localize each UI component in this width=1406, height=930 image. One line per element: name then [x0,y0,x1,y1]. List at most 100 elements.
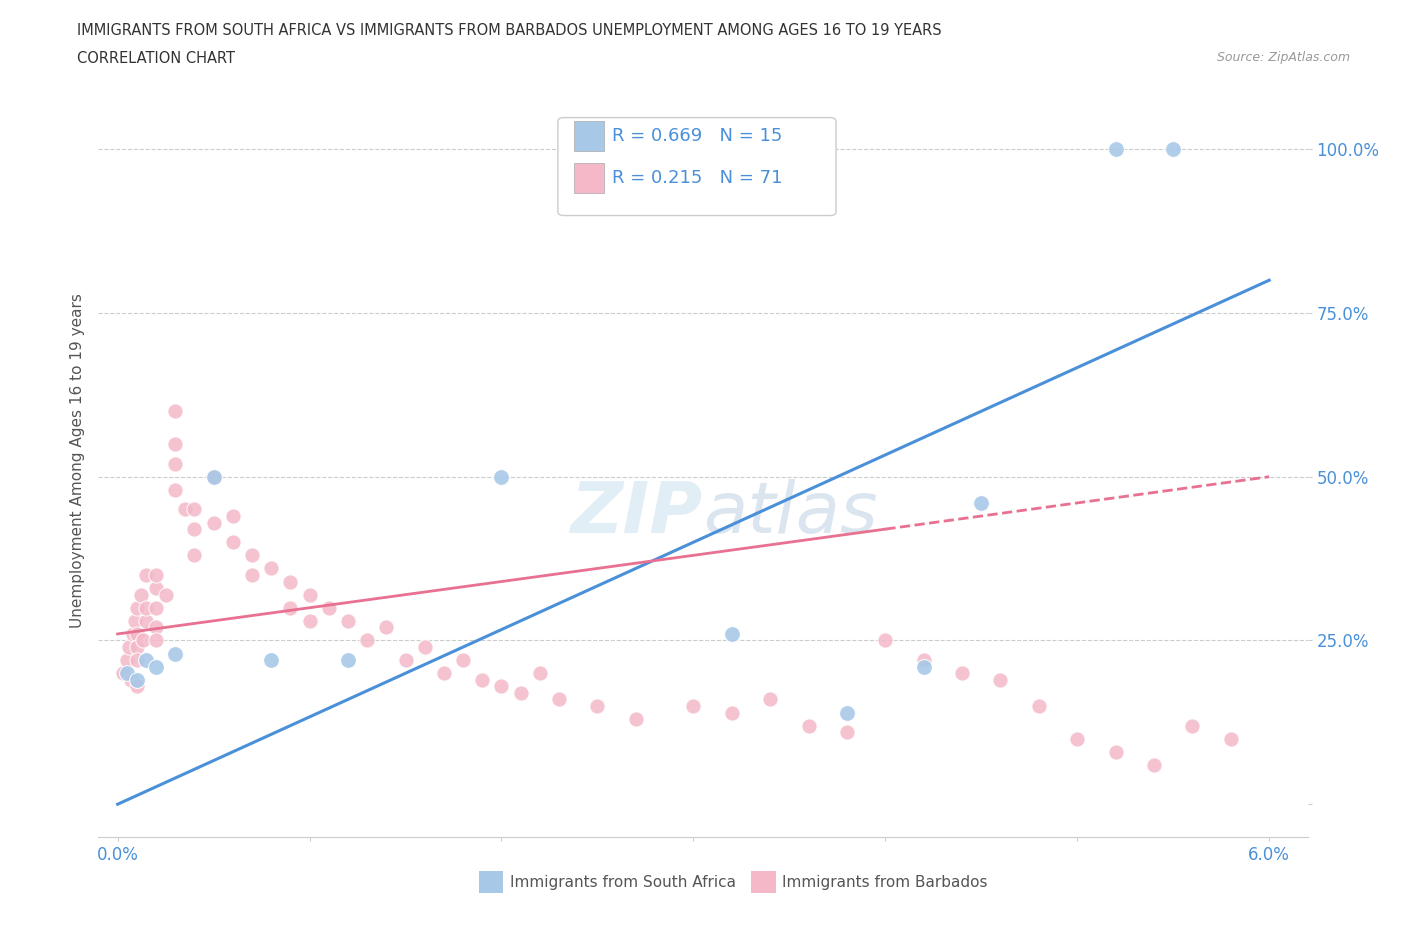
Text: Source: ZipAtlas.com: Source: ZipAtlas.com [1216,51,1350,64]
Point [240,567,263,582]
Point [240,548,263,563]
Point [165,646,187,661]
Point [394,653,416,668]
Point [950,666,973,681]
Point [165,483,187,498]
Point [797,718,820,733]
Point [875,633,897,648]
Point [165,436,187,451]
Point [298,614,321,629]
Point [118,640,141,655]
Point [124,614,146,629]
Point [165,404,187,418]
Text: atlas: atlas [703,479,877,548]
Point [145,620,167,635]
Point [120,672,142,687]
Point [112,666,135,681]
Point [529,666,551,681]
Point [548,692,571,707]
Point [135,653,157,668]
Point [1104,141,1126,156]
Point [145,567,167,582]
Point [131,633,153,648]
Point [912,653,935,668]
Point [222,509,245,524]
Text: IMMIGRANTS FROM SOUTH AFRICA VS IMMIGRANTS FROM BARBADOS UNEMPLOYMENT AMONG AGES: IMMIGRANTS FROM SOUTH AFRICA VS IMMIGRAN… [77,23,942,38]
Point [260,561,283,576]
Point [202,470,225,485]
Bar [574,163,603,193]
Text: R = 0.669   N = 15: R = 0.669 N = 15 [613,127,783,145]
Point [1104,744,1126,759]
Point [202,515,225,530]
Text: ZIP: ZIP [571,479,703,548]
Point [165,457,187,472]
Point [260,653,283,668]
Point [129,587,152,602]
Point [720,705,742,720]
Point [1028,698,1050,713]
Point [125,653,148,668]
Point [1066,731,1088,746]
Point [115,653,138,668]
Point [145,633,167,648]
Point [145,600,167,615]
Point [173,502,195,517]
Point [491,470,513,485]
Point [375,620,398,635]
Point [1143,758,1166,773]
Point [970,496,993,511]
Bar [574,121,603,152]
Point [1161,141,1184,156]
Point [586,698,609,713]
Point [202,470,225,485]
Point [835,724,858,739]
Point [759,692,782,707]
Point [183,502,205,517]
Point [145,580,167,595]
Point [835,705,858,720]
Point [682,698,704,713]
Point [1219,731,1241,746]
FancyBboxPatch shape [558,117,837,216]
Text: CORRELATION CHART: CORRELATION CHART [77,51,235,66]
Y-axis label: Unemployment Among Ages 16 to 19 years: Unemployment Among Ages 16 to 19 years [69,293,84,628]
Point [125,672,148,687]
Bar [751,870,776,894]
Text: R = 0.215   N = 71: R = 0.215 N = 71 [613,169,783,187]
Point [298,587,321,602]
Point [990,672,1012,687]
Point [155,587,177,602]
Point [145,659,167,674]
Point [509,685,531,700]
Text: Immigrants from Barbados: Immigrants from Barbados [782,875,987,890]
Point [624,711,647,726]
Point [125,679,148,694]
Point [135,567,157,582]
Point [356,633,378,648]
Point [125,627,148,642]
Point [336,614,359,629]
Point [451,653,474,668]
Point [183,548,205,563]
Point [280,574,302,589]
Point [222,535,245,550]
Point [413,640,436,655]
Point [336,653,359,668]
Point [491,679,513,694]
Point [1181,718,1204,733]
Text: Immigrants from South Africa: Immigrants from South Africa [509,875,735,890]
Point [280,600,302,615]
Point [912,659,935,674]
Point [125,640,148,655]
Point [135,600,157,615]
Point [720,627,742,642]
Point [115,666,138,681]
Point [471,672,494,687]
Point [318,600,340,615]
Point [135,614,157,629]
Point [122,627,145,642]
Point [125,600,148,615]
Point [433,666,456,681]
Point [183,522,205,537]
